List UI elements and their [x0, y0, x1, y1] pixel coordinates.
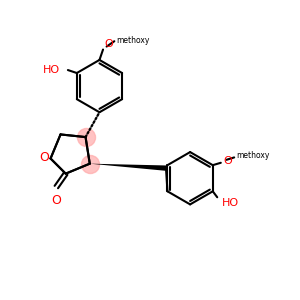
- Text: O: O: [51, 194, 61, 207]
- Text: methoxy: methoxy: [116, 36, 149, 45]
- Text: O: O: [223, 156, 232, 166]
- Text: O: O: [104, 39, 113, 49]
- Text: HO: HO: [222, 198, 239, 208]
- Polygon shape: [90, 164, 166, 171]
- Text: methoxy: methoxy: [237, 151, 270, 160]
- Text: HO: HO: [43, 65, 61, 75]
- Text: O: O: [39, 151, 49, 164]
